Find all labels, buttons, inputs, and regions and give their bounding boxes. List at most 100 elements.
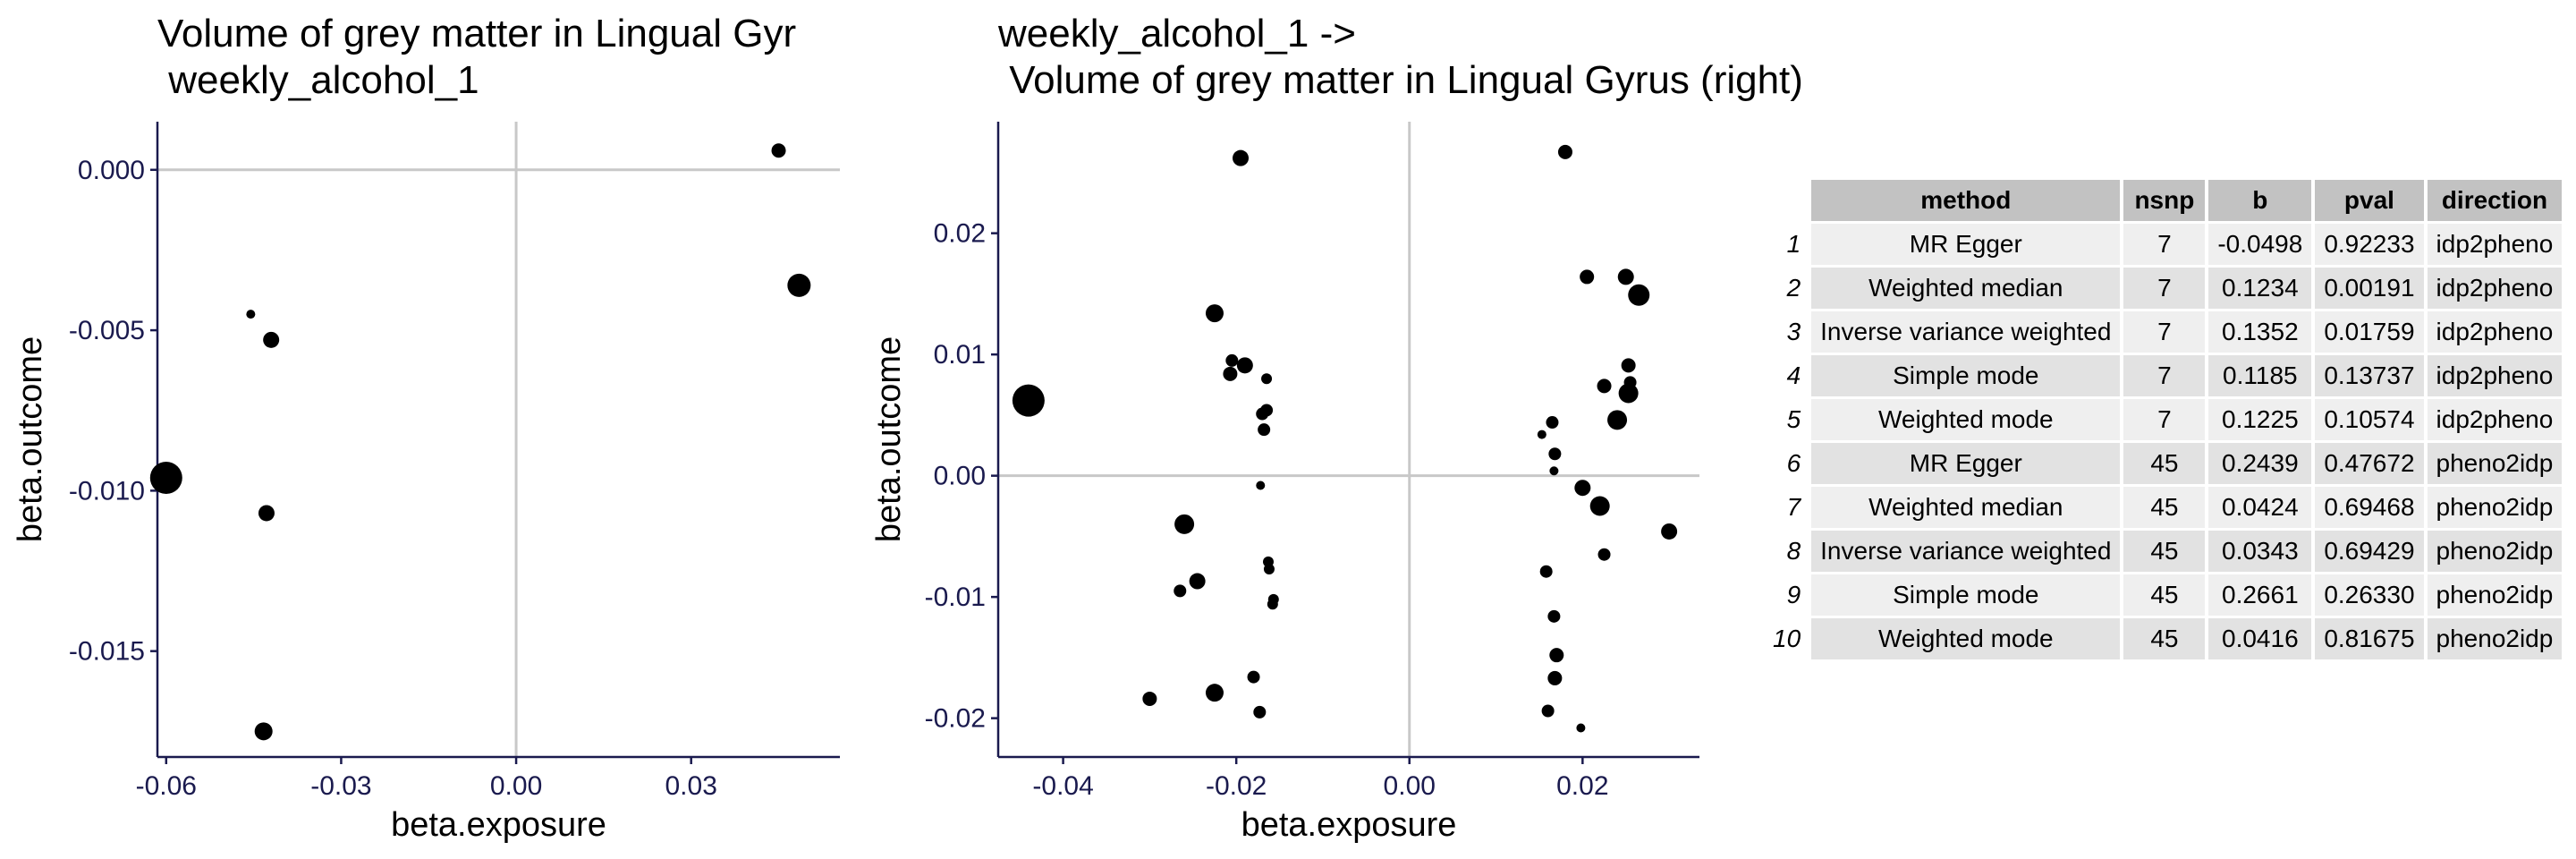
data-point <box>1548 447 1562 461</box>
table-row: 10 Weighted mode 45 0.0416 0.81675 pheno2idp <box>1773 618 2563 659</box>
cell-pval: 0.69429 <box>2315 531 2424 572</box>
data-point <box>1549 466 1559 476</box>
cell-direction: pheno2idp <box>2427 443 2563 484</box>
data-point <box>1547 609 1561 623</box>
y-tick-label: -0.01 <box>925 583 986 612</box>
cell-b: 0.1225 <box>2208 399 2312 440</box>
data-point <box>1256 481 1266 490</box>
data-point <box>771 143 786 158</box>
cell-pval: 0.69468 <box>2315 487 2424 528</box>
cell-b: 0.0416 <box>2208 618 2312 659</box>
cell-nsnp: 7 <box>2123 399 2206 440</box>
row-id: 3 <box>1786 318 1801 345</box>
cell-nsnp: 45 <box>2123 487 2206 528</box>
data-point <box>1267 599 1278 610</box>
x-axis-title: beta.exposure <box>1241 806 1457 844</box>
x-tick-label: -0.04 <box>1032 771 1093 801</box>
row-id: 9 <box>1786 581 1801 608</box>
row-id: 1 <box>1786 230 1801 258</box>
data-point <box>1576 723 1586 733</box>
x-tick-label: 0.02 <box>1556 771 1608 801</box>
data-point <box>1541 704 1555 718</box>
table-row: 5 Weighted mode 7 0.1225 0.10574 idp2pheno <box>1773 399 2563 440</box>
cell-direction: pheno2idp <box>2427 574 2563 616</box>
data-point <box>263 331 280 348</box>
cell-pval: 0.13737 <box>2315 355 2424 396</box>
data-point <box>1174 584 1187 598</box>
table-row: 8 Inverse variance weighted 45 0.0343 0.6942… <box>1773 531 2563 572</box>
cell-nsnp: 7 <box>2123 311 2206 353</box>
header-nsnp: nsnp <box>2123 180 2206 221</box>
cell-direction: idp2pheno <box>2427 311 2563 353</box>
cell-nsnp: 45 <box>2123 618 2206 659</box>
row-id: 10 <box>1773 625 1801 652</box>
x-tick-label: -0.02 <box>1206 771 1267 801</box>
data-point <box>1012 384 1045 417</box>
y-tick-label: 0.02 <box>934 219 986 249</box>
data-point <box>1547 670 1563 685</box>
cell-direction: pheno2idp <box>2427 618 2563 659</box>
data-point <box>1142 691 1157 706</box>
cell-pval: 0.10574 <box>2315 399 2424 440</box>
table-row: 6 MR Egger 45 0.2439 0.47672 pheno2idp <box>1773 443 2563 484</box>
cell-method: Weighted median <box>1811 487 2121 528</box>
cell-method: Inverse variance weighted <box>1811 311 2121 353</box>
y-tick-label: 0.01 <box>934 340 986 370</box>
data-point <box>1557 144 1572 159</box>
header-b: b <box>2208 180 2312 221</box>
y-axis-title: beta.outcome <box>12 336 49 542</box>
x-tick-label: 0.00 <box>490 771 542 801</box>
x-tick-label: -0.03 <box>310 771 371 801</box>
data-point <box>1618 383 1639 404</box>
table-row: 7 Weighted median 45 0.0424 0.69468 pheno2idp <box>1773 487 2563 528</box>
y-tick-label: 0.000 <box>78 156 145 185</box>
data-point <box>1589 496 1610 516</box>
cell-pval: 0.92233 <box>2315 224 2424 265</box>
cell-nsnp: 7 <box>2123 268 2206 309</box>
data-point <box>1537 430 1546 439</box>
cell-nsnp: 7 <box>2123 355 2206 396</box>
cell-pval: 0.26330 <box>2315 574 2424 616</box>
row-id: 2 <box>1786 274 1801 302</box>
data-point <box>258 505 275 522</box>
y-tick-label: -0.02 <box>925 704 986 734</box>
cell-b: 0.1234 <box>2208 268 2312 309</box>
cell-b: 0.2661 <box>2208 574 2312 616</box>
data-point <box>1189 573 1206 590</box>
data-point <box>254 722 273 741</box>
cell-method: Weighted mode <box>1811 399 2121 440</box>
cell-method: Inverse variance weighted <box>1811 531 2121 572</box>
chart-2-title: weekly_alcohol_1 -> Volume of grey matte… <box>998 12 1803 102</box>
y-tick-label: -0.015 <box>69 637 145 667</box>
cell-b: 0.2439 <box>2208 443 2312 484</box>
data-point <box>1574 480 1591 497</box>
y-axis-title: beta.outcome <box>870 336 908 542</box>
cell-direction: pheno2idp <box>2427 487 2563 528</box>
data-point <box>787 273 811 297</box>
cell-direction: idp2pheno <box>2427 355 2563 396</box>
data-point <box>1597 548 1611 561</box>
data-point <box>1256 407 1269 421</box>
cell-method: Simple mode <box>1811 574 2121 616</box>
data-point <box>1263 563 1275 574</box>
header-pval: pval <box>2315 180 2424 221</box>
data-point <box>1233 149 1250 166</box>
cell-method: Weighted median <box>1811 268 2121 309</box>
table-body: 1 MR Egger 7 -0.0498 0.92233 idp2pheno 2 Weight… <box>1773 224 2563 659</box>
x-axis-title: beta.exposure <box>391 806 606 844</box>
cell-b: 0.0343 <box>2208 531 2312 572</box>
data-point <box>1247 670 1260 684</box>
cell-nsnp: 7 <box>2123 224 2206 265</box>
data-point <box>1628 284 1650 306</box>
cell-pval: 0.01759 <box>2315 311 2424 353</box>
cell-direction: idp2pheno <box>2427 268 2563 309</box>
cell-method: Weighted mode <box>1811 618 2121 659</box>
row-id: 6 <box>1786 449 1801 477</box>
data-point <box>1205 684 1224 702</box>
header-rowid <box>1773 180 1808 221</box>
x-tick-label: -0.06 <box>136 771 197 801</box>
cell-direction: idp2pheno <box>2427 224 2563 265</box>
data-point <box>1607 410 1628 430</box>
